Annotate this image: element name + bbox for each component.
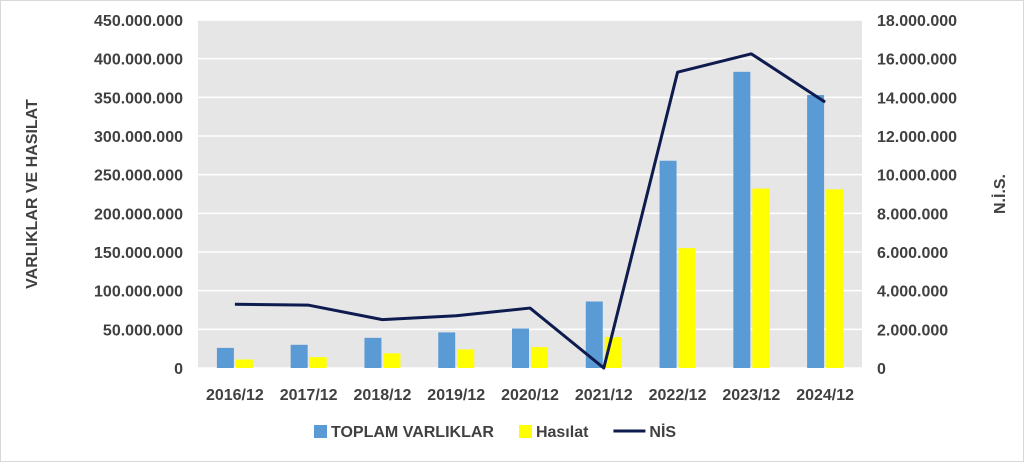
toplam-varliklar-bar bbox=[585, 301, 603, 368]
toplam-varliklar-bar bbox=[438, 332, 456, 368]
y-tick-label: 350.000.000 bbox=[94, 90, 183, 107]
hasilat-bar bbox=[678, 248, 696, 368]
right-axis-ticks: 0 2.000.000 4.000.000 6.000.000 8.000.000 10.… bbox=[877, 13, 957, 378]
hasilat-bar bbox=[826, 189, 844, 368]
y2-tick-label: 18.000.000 bbox=[877, 13, 957, 30]
hasilat-bar bbox=[752, 188, 770, 368]
y-tick-label: 50.000.000 bbox=[103, 322, 183, 339]
y2-tick-label: 12.000.000 bbox=[877, 129, 957, 146]
hasilat-bar bbox=[531, 347, 548, 368]
x-tick-label: 2018/12 bbox=[354, 387, 412, 404]
gridlines bbox=[198, 19, 862, 369]
x-tick-label: 2021/12 bbox=[575, 387, 633, 404]
y2-tick-label: 8.000.000 bbox=[877, 206, 948, 223]
y-tick-label: 400.000.000 bbox=[94, 52, 183, 69]
y2-tick-label: 10.000.000 bbox=[877, 168, 957, 185]
left-axis-ticks: 0 50.000.000 100.000.000 150.000.000 200.000… bbox=[94, 13, 183, 378]
legend-swatch-toplam-varliklar bbox=[314, 425, 327, 438]
y2-tick-label: 6.000.000 bbox=[877, 245, 948, 262]
hasilat-bar bbox=[309, 357, 327, 368]
bars bbox=[216, 71, 844, 369]
toplam-varliklar-bar bbox=[216, 347, 234, 368]
toplam-varliklar-bar bbox=[364, 337, 382, 368]
y-tick-label: 100.000.000 bbox=[94, 284, 183, 301]
y2-tick-label: 2.000.000 bbox=[877, 322, 948, 339]
x-tick-label: 2017/12 bbox=[280, 387, 338, 404]
nis-line bbox=[234, 52, 826, 370]
legend-label: TOPLAM VARLIKLAR bbox=[331, 424, 494, 441]
legend: TOPLAM VARLIKLAR Hasılat NİS bbox=[314, 423, 676, 441]
x-tick-label: 2022/12 bbox=[649, 387, 707, 404]
y2-tick-label: 4.000.000 bbox=[877, 284, 948, 301]
y-tick-label: 450.000.000 bbox=[94, 13, 183, 30]
y-tick-label: 300.000.000 bbox=[94, 129, 183, 146]
right-axis-title: N.İ.S. bbox=[991, 174, 1009, 214]
y2-tick-label: 0 bbox=[877, 361, 886, 378]
nis-line-layer bbox=[234, 52, 826, 370]
plot-area bbox=[198, 20, 862, 368]
legend-swatch-hasilat bbox=[518, 425, 532, 438]
x-tick-label: 2020/12 bbox=[501, 387, 559, 404]
y2-tick-label: 16.000.000 bbox=[877, 52, 957, 69]
hasilat-bar bbox=[457, 349, 475, 368]
legend-label: Hasılat bbox=[536, 424, 589, 441]
y-tick-label: 200.000.000 bbox=[94, 206, 183, 223]
x-tick-label: 2024/12 bbox=[796, 387, 854, 404]
y2-tick-label: 14.000.000 bbox=[877, 90, 957, 107]
legend-label: NİS bbox=[649, 423, 676, 441]
toplam-varliklar-bar bbox=[807, 95, 825, 368]
hasilat-bar bbox=[235, 359, 253, 368]
x-axis-ticks: 2016/12 2017/12 2018/12 2019/12 2020/12 2021/… bbox=[206, 387, 854, 404]
x-tick-label: 2016/12 bbox=[206, 387, 264, 404]
toplam-varliklar-bar bbox=[659, 160, 677, 368]
x-tick-label: 2023/12 bbox=[722, 387, 780, 404]
y-tick-label: 0 bbox=[174, 361, 183, 378]
left-axis-title: VARLIKLAR VE HASILAT bbox=[24, 99, 41, 289]
toplam-varliklar-bar bbox=[512, 328, 529, 368]
toplam-varliklar-bar bbox=[290, 344, 308, 368]
hasilat-bar bbox=[383, 353, 401, 368]
y-tick-label: 150.000.000 bbox=[94, 245, 183, 262]
y-tick-label: 250.000.000 bbox=[94, 168, 183, 185]
toplam-varliklar-bar bbox=[733, 71, 751, 369]
x-tick-label: 2019/12 bbox=[427, 387, 485, 404]
